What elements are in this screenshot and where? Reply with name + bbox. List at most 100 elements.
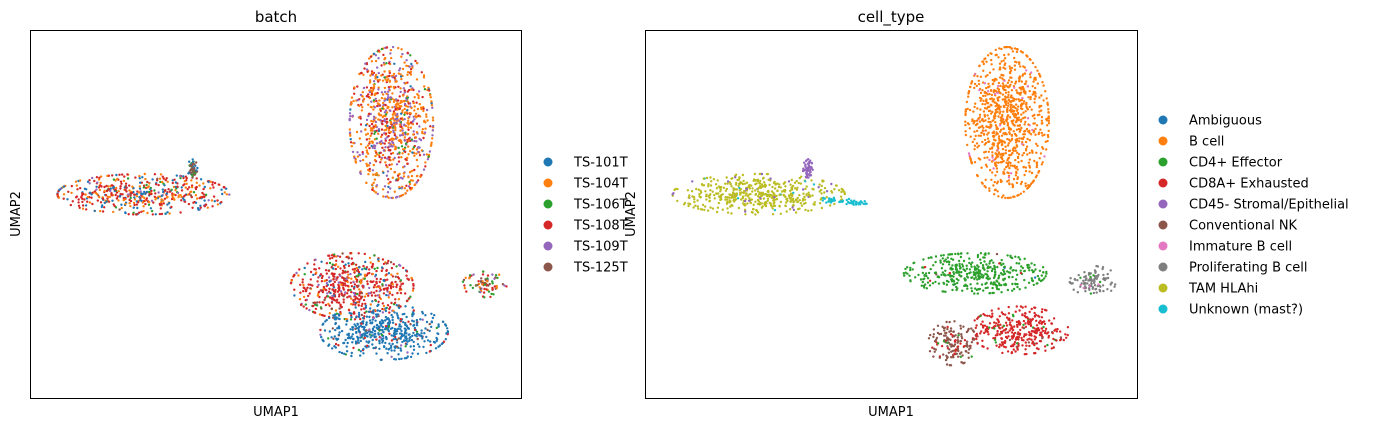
- scatter-point: [1033, 117, 1036, 120]
- scatter-point: [396, 112, 399, 116]
- scatter-point: [942, 273, 946, 276]
- scatter-point: [380, 269, 383, 273]
- scatter-point: [991, 283, 995, 286]
- scatter-point: [119, 180, 123, 183]
- scatter-point: [135, 195, 139, 198]
- scatter-point: [949, 266, 953, 269]
- scatter-point: [388, 98, 391, 102]
- scatter-point: [810, 209, 813, 212]
- scatter-point: [741, 173, 745, 177]
- scatter-point: [342, 276, 345, 280]
- scatter-point: [142, 205, 145, 208]
- scatter-point: [430, 312, 433, 315]
- scatter-point: [382, 292, 386, 295]
- scatter-point: [495, 286, 498, 290]
- scatter-point: [368, 286, 371, 290]
- scatter-point: [1041, 134, 1044, 137]
- scatter-point: [179, 194, 182, 197]
- scatter-point: [979, 252, 983, 255]
- scatter-point: [395, 118, 399, 121]
- scatter-point: [372, 125, 375, 128]
- scatter-point: [1021, 306, 1024, 309]
- scatter-point: [404, 305, 407, 308]
- scatter-point: [820, 206, 824, 210]
- scatter-point: [334, 309, 338, 312]
- scatter-point: [337, 317, 340, 320]
- scatter-point: [1017, 321, 1020, 324]
- scatter-point: [397, 146, 400, 150]
- scatter-point: [1027, 331, 1031, 334]
- scatter-point: [996, 110, 999, 114]
- scatter-point: [144, 202, 147, 206]
- scatter-point: [88, 182, 91, 185]
- scatter-point: [980, 131, 983, 134]
- scatter-point: [1012, 177, 1016, 181]
- scatter-point: [1082, 286, 1085, 290]
- scatter-point: [367, 114, 370, 118]
- scatter-point: [785, 201, 788, 204]
- scatter-point: [1013, 132, 1017, 136]
- scatter-point: [385, 46, 389, 49]
- scatter-point: [732, 198, 736, 202]
- scatter-point: [968, 344, 971, 348]
- scatter-point: [415, 324, 419, 327]
- scatter-point: [372, 309, 375, 312]
- scatter-point: [1022, 190, 1025, 193]
- scatter-point: [426, 119, 429, 122]
- scatter-point: [149, 188, 152, 191]
- scatter-point: [993, 338, 997, 342]
- scatter-point: [994, 271, 997, 274]
- scatter-point: [392, 100, 396, 104]
- scatter-point: [1016, 282, 1019, 286]
- scatter-point: [413, 105, 416, 108]
- scatter-point: [1015, 109, 1019, 112]
- scatter-point: [1002, 329, 1006, 332]
- scatter-point: [322, 322, 325, 325]
- scatter-point: [1015, 165, 1019, 169]
- scatter-point: [117, 190, 121, 193]
- scatter-point: [419, 318, 422, 321]
- scatter-point: [725, 202, 729, 205]
- scatter-point: [380, 135, 383, 139]
- scatter-point: [354, 306, 357, 309]
- scatter-point: [693, 198, 696, 201]
- scatter-point: [997, 142, 1000, 145]
- scatter-point: [328, 312, 331, 315]
- scatter-point: [784, 185, 787, 188]
- scatter-point: [165, 192, 168, 195]
- scatter-point: [1033, 122, 1037, 125]
- scatter-point: [1021, 344, 1024, 347]
- scatter-point: [210, 199, 214, 202]
- scatter-point: [1002, 279, 1005, 282]
- scatter-point: [369, 55, 373, 58]
- scatter-point: [370, 100, 373, 103]
- scatter-point: [1092, 274, 1095, 277]
- scatter-point: [956, 281, 959, 285]
- scatter-point: [339, 267, 342, 270]
- scatter-point: [1000, 134, 1004, 137]
- scatter-point: [997, 277, 1000, 280]
- scatter-point: [1018, 124, 1021, 127]
- scatter-point: [188, 160, 191, 163]
- scatter-point: [1019, 120, 1023, 123]
- scatter-point: [1017, 77, 1021, 80]
- scatter-point: [426, 158, 430, 161]
- scatter-point: [416, 179, 420, 182]
- scatter-point: [388, 342, 391, 345]
- scatter-point: [368, 328, 371, 331]
- scatter-point: [699, 208, 703, 211]
- scatter-point: [404, 292, 407, 295]
- scatter-point: [1005, 165, 1008, 169]
- scatter-point: [377, 71, 380, 75]
- scatter-point: [160, 202, 163, 206]
- scatter-point: [83, 198, 86, 201]
- scatter-point: [345, 277, 348, 280]
- scatter-point: [1022, 102, 1025, 105]
- scatter-point: [403, 136, 406, 139]
- scatter-point: [811, 194, 814, 197]
- scatter-point: [397, 139, 400, 142]
- scatter-point: [1015, 61, 1018, 64]
- scatter-point: [1006, 254, 1009, 257]
- scatter-point: [85, 188, 88, 191]
- scatter-point: [412, 133, 415, 136]
